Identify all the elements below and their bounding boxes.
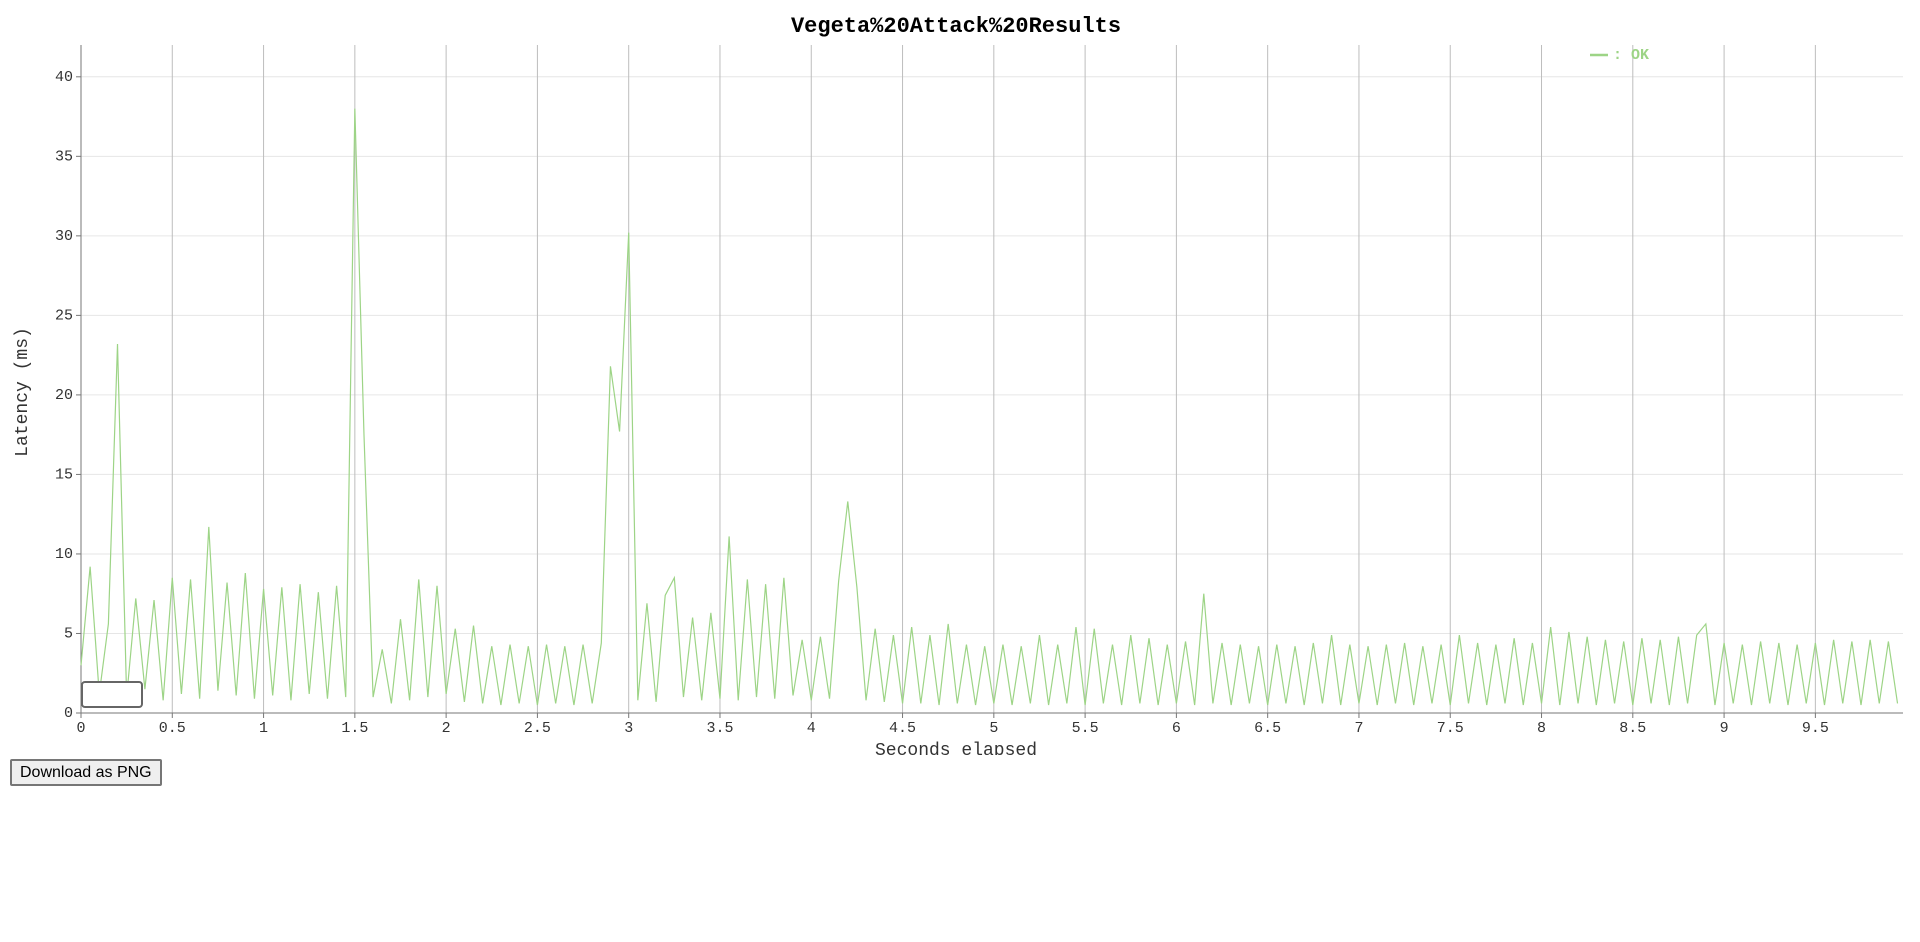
x-tick-label: 3.5 [706, 720, 733, 737]
x-tick-label: 4.5 [889, 720, 916, 737]
range-box [81, 681, 143, 708]
x-tick-label: 7.5 [1437, 720, 1464, 737]
chart-title: Vegeta%20Attack%20Results [791, 14, 1121, 39]
x-tick-label: 8 [1537, 720, 1546, 737]
x-tick-label: 5 [989, 720, 998, 737]
y-axis-label: Latency (ms) [13, 327, 33, 457]
x-tick-label: 3 [624, 720, 633, 737]
y-tick-label: 25 [55, 307, 73, 324]
x-tick-label: 6.5 [1254, 720, 1281, 737]
x-tick-label: 9 [1720, 720, 1729, 737]
y-tick-label: 10 [55, 546, 73, 563]
x-tick-label: 4 [807, 720, 816, 737]
x-tick-label: 1 [259, 720, 268, 737]
y-tick-label: 15 [55, 466, 73, 483]
x-tick-label: 8.5 [1619, 720, 1646, 737]
y-tick-label: 40 [55, 69, 73, 86]
y-tick-label: 35 [55, 148, 73, 165]
y-tick-label: 5 [64, 625, 73, 642]
x-tick-label: 0 [76, 720, 85, 737]
x-tick-label: 1.5 [341, 720, 368, 737]
x-axis-label: Seconds elapsed [875, 741, 1037, 755]
series-line [80, 108, 1899, 706]
legend-label: : OK [1613, 47, 1649, 64]
y-tick-label: 0 [64, 705, 73, 722]
download-button[interactable]: Download as PNG [10, 759, 162, 786]
x-tick-label: 0.5 [159, 720, 186, 737]
chart: Vegeta%20Attack%20Results Seconds elapse… [13, 14, 1903, 755]
y-tick-label: 20 [55, 387, 73, 404]
x-tick-label: 9.5 [1802, 720, 1829, 737]
y-tick-label: 30 [55, 228, 73, 245]
x-tick-label: 2 [442, 720, 451, 737]
x-tick-label: 6 [1172, 720, 1181, 737]
x-tick-label: 5.5 [1072, 720, 1099, 737]
x-tick-label: 7 [1354, 720, 1363, 737]
x-tick-label: 2.5 [524, 720, 551, 737]
